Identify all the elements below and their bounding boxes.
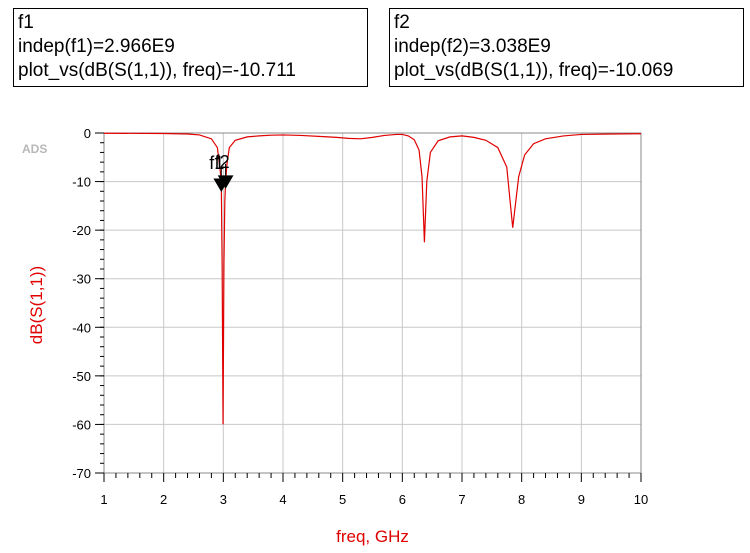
y-tick-label--10: -10 <box>72 175 91 190</box>
marker-indep-f1: indep(f1)=2.966E9 <box>18 36 175 57</box>
x-tick-label-7: 7 <box>458 492 465 507</box>
series-layer <box>103 132 642 425</box>
marker-name-f2: f2 <box>394 12 410 33</box>
ads-watermark: ADS <box>22 142 47 156</box>
x-axis-label: freq, GHz <box>336 527 409 546</box>
marker-indep-f2: indep(f2)=3.038E9 <box>394 36 551 57</box>
marker-label-f2: f2 <box>215 152 230 172</box>
marker-readout-f1: f1 indep(f1)=2.966E9 plot_vs(dB(S(1,1)),… <box>13 8 368 87</box>
x-tick-label-4: 4 <box>279 492 286 507</box>
marker-triangle-f2 <box>217 175 234 189</box>
y-tick-label-0: 0 <box>84 126 91 141</box>
x-tick-label-1: 1 <box>100 492 107 507</box>
marker-value-f2: plot_vs(dB(S(1,1)), freq)=-10.069 <box>394 60 674 81</box>
marker-name-f1: f1 <box>18 12 34 33</box>
y-tick-label--20: -20 <box>72 223 91 238</box>
y-tick-label--60: -60 <box>72 417 91 432</box>
axis-ticks: 1 2 3 4 5 6 7 8 9 10 0 -10 -20 -30 -40 -50 -60 -70 <box>72 126 648 507</box>
marker-readout-f2: f2 indep(f2)=3.038E9 plot_vs(dB(S(1,1)),… <box>389 8 744 87</box>
y-tick-label--30: -30 <box>72 272 91 287</box>
x-tick-label-5: 5 <box>339 492 346 507</box>
marker-label-f1: f1 <box>209 153 224 173</box>
x-tick-label-10: 10 <box>634 492 648 507</box>
y-tick-label--40: -40 <box>72 320 91 335</box>
x-tick-label-9: 9 <box>578 492 585 507</box>
x-tick-label-3: 3 <box>220 492 227 507</box>
grid <box>103 132 642 474</box>
marker-value-f1: plot_vs(dB(S(1,1)), freq)=-10.711 <box>18 60 296 81</box>
y-tick-label--50: -50 <box>72 369 91 384</box>
y-axis-label: dB(S(1,1)) <box>27 266 46 344</box>
plot-frame <box>103 132 642 474</box>
x-tick-label-6: 6 <box>399 492 406 507</box>
y-tick-label--70: -70 <box>72 466 91 481</box>
x-tick-label-8: 8 <box>518 492 525 507</box>
x-tick-label-2: 2 <box>160 492 167 507</box>
series-line-s11 <box>103 132 642 425</box>
